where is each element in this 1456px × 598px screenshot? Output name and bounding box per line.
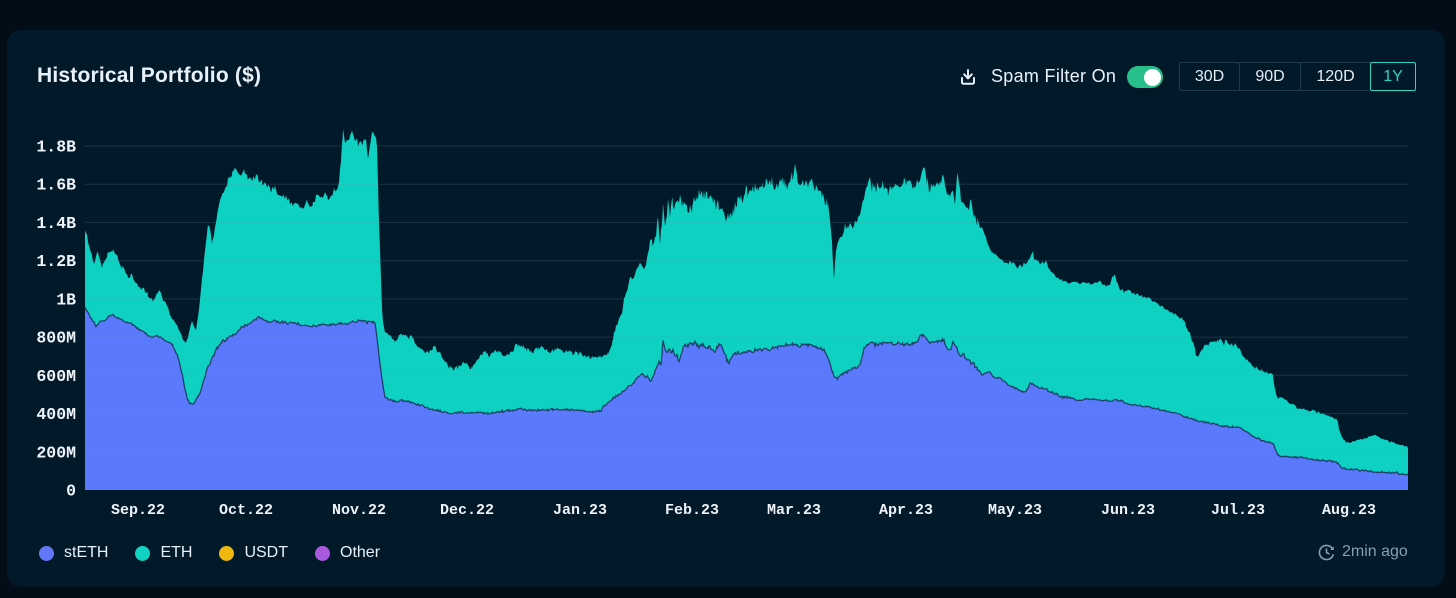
svg-text:200M: 200M [36,443,76,462]
svg-text:400M: 400M [36,405,76,424]
svg-text:Jan.23: Jan.23 [553,502,607,519]
svg-text:May.23: May.23 [988,502,1042,519]
svg-text:Oct.22: Oct.22 [219,502,273,519]
svg-text:Dec.22: Dec.22 [440,502,494,519]
svg-text:Sep.22: Sep.22 [111,502,165,519]
svg-text:1B: 1B [56,290,76,309]
svg-text:Feb.23: Feb.23 [665,502,719,519]
svg-text:800M: 800M [36,329,76,348]
svg-text:Mar.23: Mar.23 [767,502,821,519]
svg-text:0: 0 [66,482,76,501]
svg-text:1.6B: 1.6B [36,176,76,195]
svg-text:1.4B: 1.4B [36,214,76,233]
svg-text:1.2B: 1.2B [36,252,76,271]
svg-text:1.8B: 1.8B [36,138,76,157]
svg-text:Jun.23: Jun.23 [1101,502,1155,519]
svg-text:Nov.22: Nov.22 [332,502,386,519]
svg-text:Jul.23: Jul.23 [1211,502,1265,519]
svg-text:600M: 600M [36,367,76,386]
svg-text:Apr.23: Apr.23 [879,502,933,519]
svg-text:Aug.23: Aug.23 [1322,502,1376,519]
